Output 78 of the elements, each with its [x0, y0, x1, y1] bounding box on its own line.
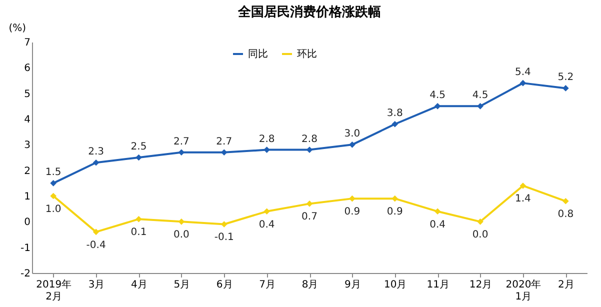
- point: [562, 198, 569, 204]
- data-label: -0.4: [86, 240, 106, 251]
- x-tick-label: 6月: [216, 280, 233, 290]
- point: [50, 180, 57, 186]
- point: [136, 216, 142, 222]
- point: [136, 154, 142, 161]
- y-tick-label: 7: [24, 38, 30, 48]
- data-label: 5.4: [515, 67, 531, 78]
- point: [520, 182, 526, 189]
- x-tick-label: 8月: [302, 280, 318, 290]
- point: [562, 85, 569, 92]
- legend-label: 同比: [248, 48, 268, 60]
- data-label: 3.8: [386, 108, 403, 120]
- y-axis-title: (%): [8, 23, 26, 34]
- point: [178, 218, 185, 225]
- point: [306, 200, 313, 207]
- chart-title: 全国居民消费价格涨跌幅: [237, 5, 381, 20]
- data-label: 0.0: [472, 230, 488, 241]
- x-tick-label: 4月: [131, 280, 148, 290]
- point: [92, 159, 100, 166]
- data-label: 5.2: [558, 72, 574, 84]
- y-tick-label: 5: [24, 88, 30, 100]
- point: [477, 218, 484, 225]
- data-label: 0.0: [173, 230, 190, 241]
- y-tick-label: 0: [24, 217, 30, 228]
- y-tick-label: 3: [24, 140, 30, 152]
- data-label: 0.9: [386, 206, 403, 218]
- y-tick-label: 4: [24, 114, 30, 126]
- x-tick-label: 7月: [259, 280, 276, 290]
- point: [520, 80, 526, 86]
- data-label: 2.8: [258, 134, 275, 145]
- y-tick-label: 6: [24, 63, 30, 74]
- point: [50, 192, 57, 200]
- data-label: 2.8: [302, 134, 318, 145]
- data-label: 0.4: [258, 219, 275, 230]
- point: [306, 146, 313, 153]
- y-tick-label: -2: [20, 268, 30, 280]
- point: [349, 195, 356, 202]
- data-label: 4.5: [430, 90, 446, 102]
- data-label: 0.8: [558, 209, 574, 220]
- y-tick-label: -1: [20, 242, 30, 254]
- x-tick-label: 5月: [174, 280, 190, 290]
- x-tick-label: 2020年 1月: [506, 278, 542, 302]
- data-label: 0.1: [130, 227, 147, 238]
- data-label: -0.1: [214, 232, 234, 244]
- data-label: 3.0: [344, 128, 360, 140]
- data-label: 1.0: [45, 204, 62, 215]
- x-tick-label: 11月: [426, 280, 450, 290]
- point: [392, 195, 398, 202]
- point: [220, 149, 228, 156]
- data-label: 2.7: [173, 136, 190, 148]
- data-label: 1.5: [45, 167, 62, 178]
- x-tick-label: 12月: [469, 280, 492, 290]
- point: [349, 142, 356, 148]
- data-label: 4.5: [472, 90, 488, 102]
- point: [92, 228, 100, 236]
- point: [392, 120, 398, 128]
- point: [434, 103, 441, 110]
- data-label: 0.4: [430, 219, 446, 230]
- point: [264, 208, 270, 215]
- point: [477, 103, 484, 110]
- data-label: 0.9: [344, 206, 360, 218]
- x-tick-label: 9月: [344, 280, 361, 290]
- data-label: 2.7: [216, 136, 232, 148]
- data-label: 0.7: [302, 212, 318, 223]
- point: [434, 208, 441, 215]
- legend-label: 环比: [297, 48, 317, 60]
- data-label: 2.3: [88, 146, 104, 158]
- data-label: 1.4: [515, 194, 531, 205]
- y-tick-label: 1: [24, 192, 30, 202]
- y-tick-label: 2: [24, 166, 30, 177]
- x-tick-label: 10月: [384, 280, 407, 290]
- x-tick-label: 2019年 2月: [36, 278, 72, 302]
- x-tick-label: 3月: [88, 280, 105, 290]
- x-tick-label: 2月: [558, 280, 574, 290]
- point: [178, 149, 185, 156]
- point: [220, 221, 228, 228]
- data-label: 2.5: [130, 142, 147, 152]
